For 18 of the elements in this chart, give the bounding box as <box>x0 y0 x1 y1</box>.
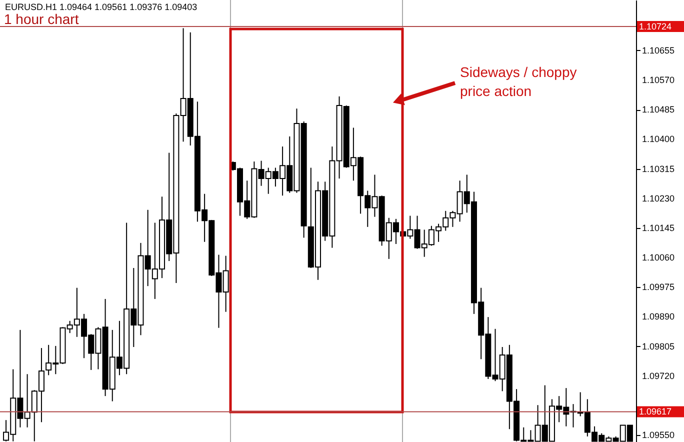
y-tick-label: 1.10060 <box>642 252 675 263</box>
y-tick-label: 1.09720 <box>642 370 675 381</box>
y-tick-label: 1.09550 <box>642 430 675 440</box>
ref-line-label: 1.10724 <box>639 21 672 32</box>
y-tick-label: 1.10655 <box>642 45 675 56</box>
y-tick-label: 1.10570 <box>642 75 675 86</box>
y-tick-label: 1.10230 <box>642 193 675 204</box>
annotation: Sideways / choppy price action <box>460 64 577 99</box>
ref-line-label: 1.09617 <box>639 406 672 417</box>
y-tick-label: 1.09890 <box>642 312 675 322</box>
y-tick-label: 1.10400 <box>642 134 675 144</box>
y-tick-label: 1.10145 <box>642 222 675 233</box>
y-tick-label: 1.09805 <box>642 341 675 352</box>
text: 1 hour chart <box>4 11 79 27</box>
y-tick-label: 1.10485 <box>642 104 675 115</box>
chart-title: EURUSD.H1 1.09464 1.09561 1.09376 1.09403 <box>5 2 198 12</box>
y-tick-label: 1.10315 <box>642 164 675 174</box>
y-tick-label: 1.09975 <box>642 282 675 292</box>
